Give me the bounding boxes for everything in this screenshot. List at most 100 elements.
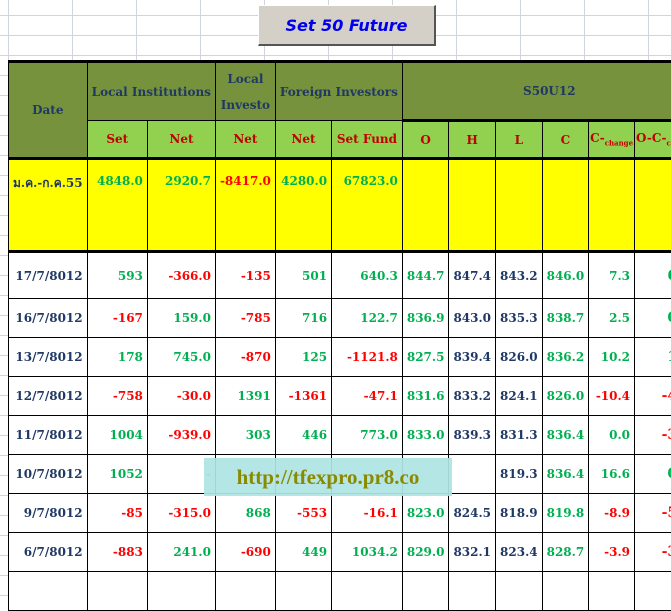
cell-o-c-change [635,572,671,611]
cell-c-change: -3.9 [589,533,635,572]
cell-date: 13/7/8012 [9,338,88,377]
cell-o-c-change: 0.7 [635,299,671,338]
cell-net: -939.0 [147,416,215,455]
header-local-investors: Local Investo [215,62,275,121]
cell-c-change: 16.6 [589,455,635,494]
title-button[interactable]: Set 50 Future [258,5,436,46]
cell-low: 823.4 [496,533,543,572]
cell-set-fund: 122.7 [332,299,403,338]
futures-table: Date Local Institutions Local Investo Fo… [8,60,671,611]
cell-set-fund: 640.3 [332,252,403,299]
subheader-high: H [449,121,496,159]
cell-low: 826.0 [496,338,543,377]
cell-low: 819.3 [496,455,543,494]
cell-open: 831.6 [402,377,449,416]
cell-net: 241.0 [147,533,215,572]
cell-date: 17/7/8012 [9,252,88,299]
cell-o-c-change: 0.3 [635,455,671,494]
cell-date: 12/7/8012 [9,377,88,416]
cell-high: 839.4 [449,338,496,377]
cell-set-fund: 773.0 [332,416,403,455]
cell-close: 846.0 [542,252,589,299]
cell-low [496,572,543,611]
cell-c-change: 7.3 [589,252,635,299]
cell-net: -366.0 [147,252,215,299]
subheader-close: C [542,121,589,159]
cell-low: 835.3 [496,299,543,338]
cell-local-net [215,572,275,611]
summary-label: ม.ค.-ก.ค.55 [9,159,88,252]
cell-foreign-net: 449 [275,533,331,572]
cell-o-c-change: -3.6 [635,533,671,572]
cell-net [147,572,215,611]
cell-close: 836.4 [542,455,589,494]
cell-high: 847.4 [449,252,496,299]
cell-foreign-net: 125 [275,338,331,377]
cell-foreign-net: -553 [275,494,331,533]
cell-c-change: -10.4 [589,377,635,416]
cell-foreign-net: 716 [275,299,331,338]
cell-set-fund: -16.1 [332,494,403,533]
cell-set-fund [332,572,403,611]
cell-foreign-net: 446 [275,416,331,455]
cell-local-net: 868 [215,494,275,533]
subheader-net: Net [147,121,215,159]
cell-close: 838.7 [542,299,589,338]
cell-open: 833.0 [402,416,449,455]
cell-low: 824.1 [496,377,543,416]
summary-net: 2920.7 [147,159,215,252]
cell-close: 826.0 [542,377,589,416]
cell-close: 836.4 [542,416,589,455]
cell-c-change: 2.5 [589,299,635,338]
cell-c-change: -8.9 [589,494,635,533]
summary-high [449,159,496,252]
watermark: http://tfexpro.pr8.co [204,458,452,496]
cell-net: 159.0 [147,299,215,338]
cell-high: 839.3 [449,416,496,455]
cell-foreign-net: -1361 [275,377,331,416]
cell-close: 828.7 [542,533,589,572]
cell-high: 824.5 [449,494,496,533]
summary-set-fund: 67823.0 [332,159,403,252]
cell-local-net: -870 [215,338,275,377]
cell-date: 16/7/8012 [9,299,88,338]
cell-set: -85 [87,494,147,533]
cell-set-fund: -47.1 [332,377,403,416]
cell-o-c-change: -4.8 [635,377,671,416]
subheader-low: L [496,121,543,159]
cell-local-net: 303 [215,416,275,455]
cell-local-net: 1391 [215,377,275,416]
cell-foreign-net [275,572,331,611]
cell-low: 831.3 [496,416,543,455]
cell-low: 843.2 [496,252,543,299]
cell-set: -758 [87,377,147,416]
header-foreign-investors: Foreign Investors [275,62,402,121]
cell-close: 836.2 [542,338,589,377]
cell-c-change [589,572,635,611]
cell-low: 818.9 [496,494,543,533]
cell-set [87,572,147,611]
subheader-open: O [402,121,449,159]
cell-local-net: -135 [215,252,275,299]
cell-open: 823.0 [402,494,449,533]
subheader-net: Net [215,121,275,159]
cell-close: 819.8 [542,494,589,533]
cell-set: -883 [87,533,147,572]
summary-local-net: -8417.0 [215,159,275,252]
cell-foreign-net: 501 [275,252,331,299]
cell-set: 178 [87,338,147,377]
header-date: Date [9,62,88,159]
cell-c-change: 10.2 [589,338,635,377]
cell-c-change: 0.0 [589,416,635,455]
summary-open [402,159,449,252]
cell-high: 832.1 [449,533,496,572]
cell-o-c-change: -5.7 [635,494,671,533]
